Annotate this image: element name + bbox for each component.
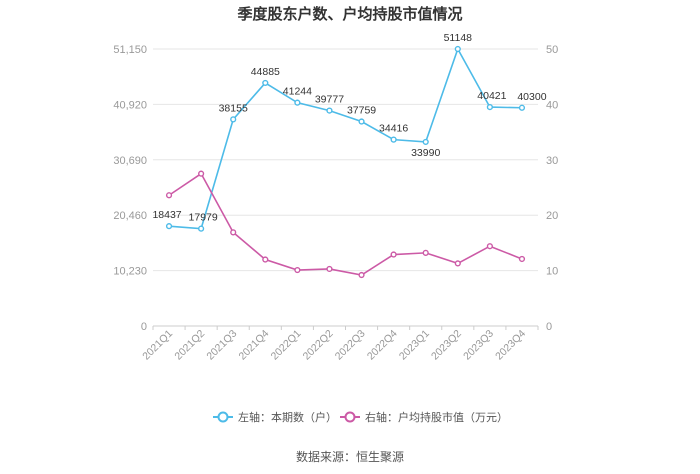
series-1-point[interactable] bbox=[262, 256, 269, 263]
x-tick-label: 2023Q4 bbox=[493, 328, 528, 363]
series-1-point[interactable] bbox=[454, 260, 461, 267]
right-tick-label: 0 bbox=[546, 321, 552, 333]
data-label: 39777 bbox=[315, 94, 344, 106]
series-0-point[interactable] bbox=[165, 223, 173, 230]
right-tick-label: 40 bbox=[546, 99, 558, 111]
series-0-point[interactable] bbox=[486, 104, 493, 111]
left-tick-label: 51,150 bbox=[113, 44, 147, 56]
series-1-point[interactable] bbox=[230, 229, 237, 236]
series-1-point[interactable] bbox=[518, 255, 526, 263]
x-tick-label: 2022Q3 bbox=[333, 328, 368, 363]
x-tick-label: 2023Q1 bbox=[397, 328, 432, 363]
right-tick-label: 50 bbox=[546, 44, 558, 56]
series-1-point[interactable] bbox=[165, 192, 173, 199]
legend-label-left-series: 左轴：本期数（户） bbox=[238, 410, 337, 424]
series-0-point[interactable] bbox=[454, 45, 461, 53]
data-label: 44885 bbox=[251, 66, 280, 78]
legend-item-left-series[interactable]: 左轴：本期数（户） bbox=[213, 410, 337, 424]
series-0-point[interactable] bbox=[230, 116, 237, 123]
data-label: 51148 bbox=[444, 32, 473, 44]
series bbox=[165, 45, 526, 279]
legend-label-right-series: 右轴：户均持股市值（万元） bbox=[365, 410, 508, 424]
x-tick-label: 2023Q2 bbox=[429, 328, 464, 363]
series-1-point[interactable] bbox=[486, 243, 493, 250]
data-labels: 18437 17979 38155 4488541244397773775934416… bbox=[152, 32, 546, 224]
x-tick-label: 2022Q1 bbox=[269, 328, 304, 363]
data-label: 33990 bbox=[411, 147, 440, 159]
x-tick-label: 2021Q3 bbox=[204, 328, 239, 363]
series-1-point[interactable] bbox=[294, 266, 301, 274]
series-1-point[interactable] bbox=[326, 265, 333, 273]
series-0-point[interactable] bbox=[294, 99, 301, 106]
right-tick-label: 20 bbox=[546, 210, 558, 222]
right-axis: 0 10 20 30 40 50 bbox=[546, 44, 558, 333]
x-tick-label: 2022Q2 bbox=[301, 328, 336, 363]
data-label: 17979 bbox=[189, 212, 218, 224]
series-1-point[interactable] bbox=[422, 249, 429, 256]
right-tick-label: 10 bbox=[546, 266, 558, 278]
x-tick-label: 2023Q3 bbox=[461, 328, 496, 363]
series-0-point[interactable] bbox=[326, 107, 333, 114]
legend-item-right-series[interactable]: 右轴：户均持股市值（万元） bbox=[340, 410, 508, 424]
left-tick-label: 0 bbox=[141, 321, 147, 333]
data-label: 40421 bbox=[477, 90, 506, 102]
series-0-point[interactable] bbox=[358, 118, 365, 125]
data-label: 41244 bbox=[283, 86, 312, 98]
series-0-point[interactable] bbox=[390, 136, 397, 143]
data-label: 40300 bbox=[517, 91, 546, 103]
data-label: 18437 bbox=[152, 209, 181, 221]
series-0-point[interactable] bbox=[518, 104, 526, 111]
right-tick-label: 30 bbox=[546, 155, 558, 167]
series-line-1 bbox=[168, 172, 523, 276]
legend: 左轴：本期数（户） 右轴：户均持股市值（万元） bbox=[213, 410, 508, 424]
x-tick-label: 2021Q2 bbox=[172, 328, 207, 363]
x-tick-label: 2022Q4 bbox=[365, 328, 400, 363]
chart-title: 季度股东户数、户均持股市值情况 bbox=[237, 5, 462, 23]
series-0-point[interactable] bbox=[422, 138, 429, 146]
x-axis: 2021Q12021Q22021Q32021Q42022Q12022Q22022… bbox=[140, 326, 539, 363]
x-tick-label: 2021Q4 bbox=[236, 328, 271, 363]
data-label: 34416 bbox=[379, 123, 408, 135]
left-axis: 0 10,230 20,460 30,690 40,920 51,150 bbox=[113, 44, 147, 333]
data-label: 38155 bbox=[219, 102, 248, 114]
left-tick-label: 10,230 bbox=[113, 266, 147, 278]
series-0-point[interactable] bbox=[198, 225, 205, 232]
data-label: 37759 bbox=[347, 105, 376, 117]
series-1-point[interactable] bbox=[390, 251, 397, 258]
series-1-point[interactable] bbox=[198, 170, 205, 177]
series-1-point[interactable] bbox=[358, 271, 365, 279]
series-line-0 bbox=[168, 47, 522, 230]
series-0-point[interactable] bbox=[262, 79, 269, 87]
left-tick-label: 30,690 bbox=[113, 155, 147, 167]
data-source: 数据来源：恒生聚源 bbox=[296, 449, 404, 464]
left-tick-label: 20,460 bbox=[113, 210, 147, 222]
left-tick-label: 40,920 bbox=[113, 99, 147, 111]
